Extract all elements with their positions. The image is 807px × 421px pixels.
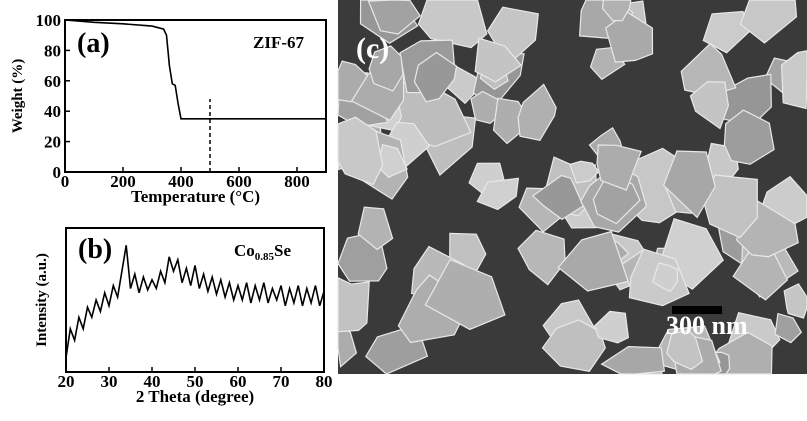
x-tick-label: 80 [316,372,333,391]
y-axis-title: Weight (%) [10,59,26,134]
y-tick-label: 40 [44,102,61,121]
sem-image: (c) 300 nm [338,0,807,374]
x-tick-label: 70 [273,372,290,391]
panel-label: (c) [356,32,389,65]
y-tick-label: 0 [53,163,62,182]
annotation: ZIF-67 [253,33,305,52]
y-tick-label: 60 [44,72,61,91]
annotation-part: Se [274,241,291,260]
annotation-part: 0.85 [255,251,275,263]
figure: (c)300 nm 0200400600800020406080100Tempe… [0,0,807,416]
scale-bar-label: 300 nm [666,311,748,340]
x-tick-label: 20 [58,372,75,391]
x-tick-label: 30 [101,372,118,391]
y-tick-label: 100 [36,11,62,30]
annotation: Co0.85Se [234,241,291,263]
x-tick-label: 0 [61,172,70,191]
panel-label: (a) [77,28,110,59]
x-axis-title: 2 Theta (degree) [136,387,254,406]
x-axis-title: Temperature (°C) [131,187,260,206]
annotation-part: Co [234,241,255,260]
particle [338,278,369,332]
y-axis-title: Intensity (a.u.) [34,253,50,347]
panel-label: (b) [78,234,112,265]
y-tick-label: 20 [44,133,61,152]
x-tick-label: 800 [284,172,310,191]
y-tick-label: 80 [44,41,61,60]
